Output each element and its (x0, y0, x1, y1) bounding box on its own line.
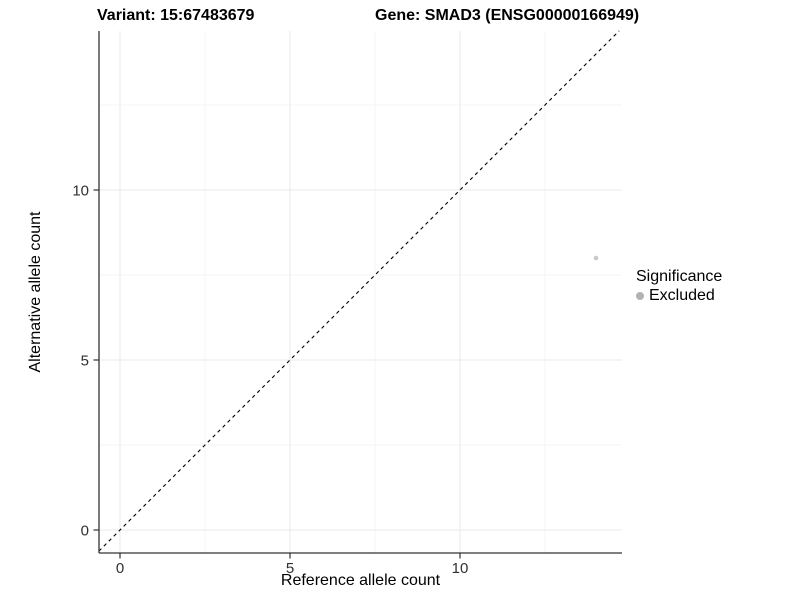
variant-title: Variant: 15:67483679 (97, 7, 255, 24)
identity-dashed-line (98, 30, 620, 552)
y-tick-label: 0 (81, 523, 89, 540)
y-tick-label: 5 (81, 353, 89, 370)
x-axis-title: Reference allele count (280, 572, 441, 589)
x-tick-label: 10 (452, 560, 469, 577)
x-tick-label: 0 (116, 560, 124, 577)
legend: Significance Excluded (636, 267, 722, 305)
gene-title: Gene: SMAD3 (ENSG00000166949) (375, 7, 640, 24)
y-axis-title: Alternative allele count (27, 211, 44, 373)
y-tick-label: 10 (72, 183, 89, 200)
legend-item-label: Excluded (649, 287, 715, 304)
x-tick-label: 5 (286, 560, 294, 577)
legend-item-excluded: Excluded (636, 287, 722, 305)
legend-key-dot-icon (636, 292, 644, 300)
legend-title: Significance (636, 268, 723, 285)
data-point (593, 255, 599, 261)
